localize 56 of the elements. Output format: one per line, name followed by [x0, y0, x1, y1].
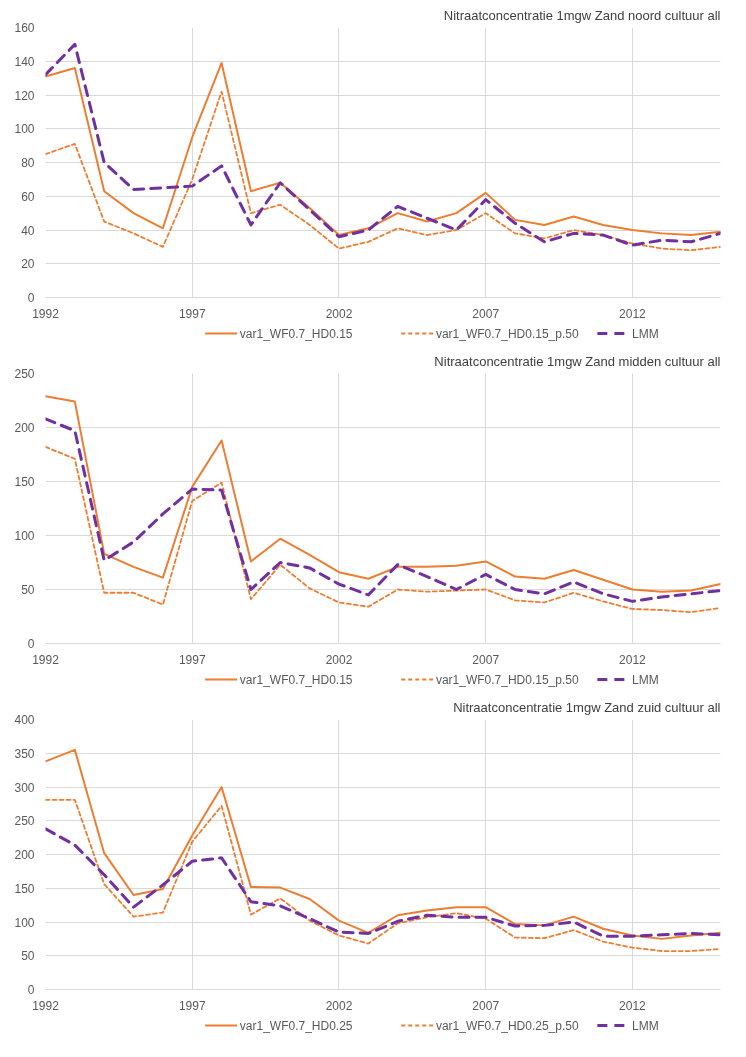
x-tick-label: 2012	[619, 652, 647, 667]
y-tick-label: 100	[14, 122, 35, 137]
y-tick-label: 140	[14, 54, 35, 69]
x-tick-label: 2007	[472, 306, 500, 321]
x-tick-label: 1997	[178, 652, 206, 667]
x-tick-label: 2002	[325, 998, 353, 1013]
line-series	[45, 417, 721, 603]
legend-label: LMM	[632, 326, 659, 341]
y-tick-label: 150	[14, 881, 35, 896]
x-tick-label: 2007	[472, 998, 500, 1013]
y-tick-label: 0	[27, 983, 35, 997]
legend-label: LMM	[632, 1018, 659, 1033]
chart-title: Nitraatconcentratie 1mgw Zand midden cultuur all	[434, 353, 721, 369]
y-tick-label: 50	[21, 583, 35, 597]
legend-label: var1_WF0.7_HD0.15	[239, 672, 353, 687]
y-tick-label: 120	[14, 88, 35, 103]
y-tick-label: 250	[14, 367, 35, 381]
y-tick-label: 200	[14, 848, 35, 862]
y-tick-label: 50	[21, 949, 35, 964]
x-tick-label: 2012	[619, 998, 647, 1013]
line-series	[45, 827, 721, 938]
legend-label: var1_WF0.7_HD0.15_p.50	[435, 672, 579, 687]
x-tick-label: 2002	[325, 306, 353, 321]
y-tick-label: 0	[27, 291, 35, 305]
legend-label: var1_WF0.7_HD0.15_p.50	[435, 326, 579, 341]
line-series	[45, 395, 721, 593]
x-tick-label: 1997	[178, 998, 206, 1013]
y-tick-label: 160	[14, 21, 35, 35]
y-tick-label: 200	[14, 421, 35, 435]
x-tick-label: 2002	[325, 652, 353, 667]
y-tick-label: 40	[21, 223, 35, 238]
line-series	[45, 446, 721, 614]
x-tick-label: 1992	[32, 998, 60, 1013]
chart-title: Nitraatconcentratie 1mgw Zand zuid cultuur all	[453, 699, 721, 715]
legend-label: LMM	[632, 672, 659, 687]
y-tick-label: 0	[27, 637, 35, 651]
y-tick-label: 300	[14, 780, 35, 795]
y-tick-label: 60	[21, 189, 35, 204]
x-tick-label: 2012	[619, 306, 647, 321]
legend-label: var1_WF0.7_HD0.25_p.50	[435, 1018, 579, 1033]
y-tick-label: 250	[14, 814, 35, 829]
y-tick-label: 150	[14, 475, 35, 489]
x-tick-label: 1997	[178, 306, 206, 321]
legend-label: var1_WF0.7_HD0.25	[239, 1018, 353, 1033]
y-tick-label: 80	[21, 156, 35, 170]
y-tick-label: 350	[14, 746, 35, 761]
legend-label: var1_WF0.7_HD0.15	[239, 326, 353, 341]
chart-title: Nitraatconcentratie 1mgw Zand noord cultuur all	[443, 7, 721, 23]
x-tick-label: 1992	[32, 306, 60, 321]
y-tick-label: 100	[14, 529, 35, 543]
y-tick-label: 100	[14, 915, 35, 930]
y-tick-label: 20	[21, 257, 35, 272]
x-tick-label: 2007	[472, 652, 500, 667]
line-series	[45, 90, 721, 252]
y-tick-label: 400	[14, 713, 35, 727]
x-tick-label: 1992	[32, 652, 60, 667]
